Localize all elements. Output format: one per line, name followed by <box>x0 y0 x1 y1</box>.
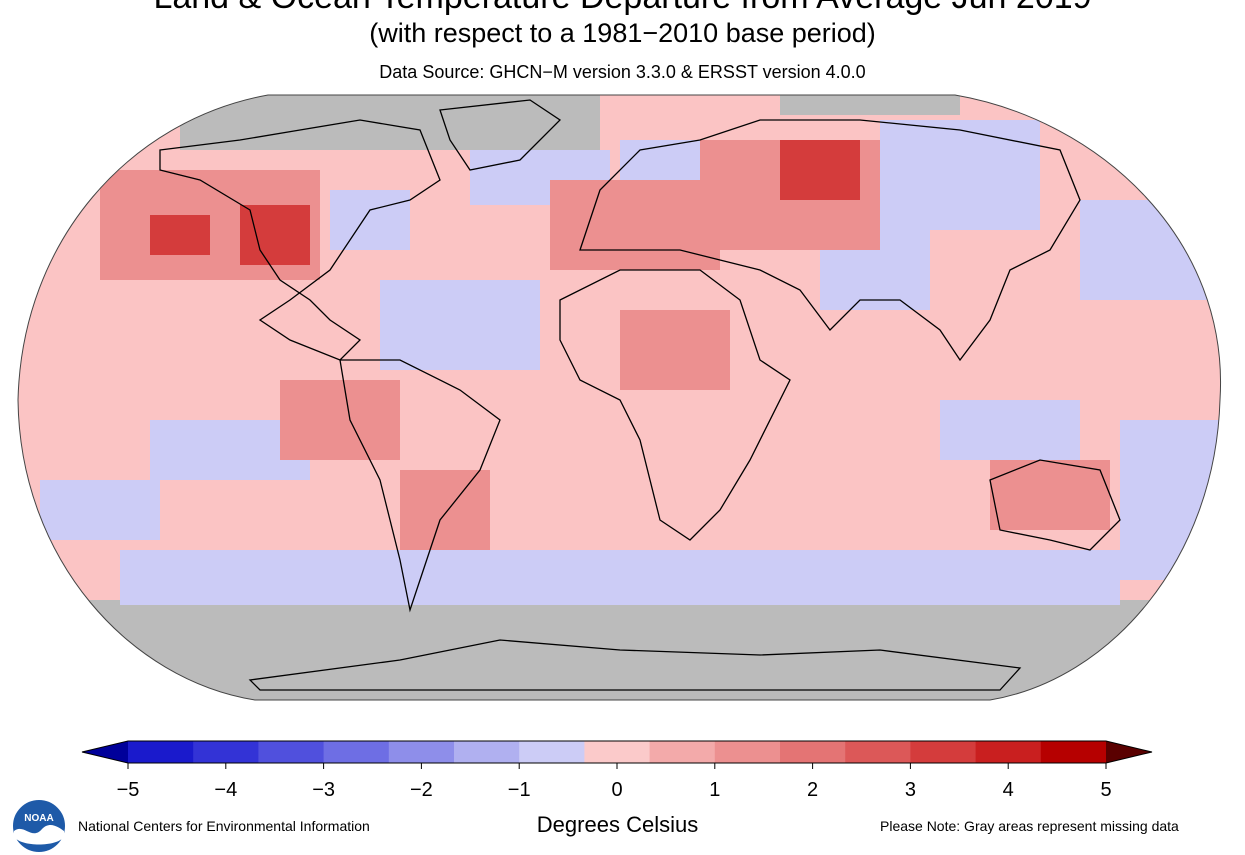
cool-band-southern-ocean <box>120 550 1120 605</box>
map-subtitle: (with respect to a 1981−2010 base period… <box>369 18 876 48</box>
legend-bin <box>975 741 1042 763</box>
legend-tick-label: 4 <box>1003 779 1014 801</box>
legend-tick-label: −5 <box>117 779 140 801</box>
world-map <box>17 94 1222 701</box>
missing-arctic-west <box>180 95 600 150</box>
hot-patch-gulf-of-alaska <box>150 215 210 255</box>
warm-patch-south-america <box>400 470 490 550</box>
australia-outline <box>989 459 1121 551</box>
legend-bin <box>584 741 651 763</box>
map-border <box>17 94 1222 701</box>
north-america-outline <box>159 119 441 361</box>
warm-patch-eastern-pacific <box>280 380 400 460</box>
footer-organization: National Centers for Environmental Infor… <box>78 818 370 834</box>
legend-bin <box>649 741 716 763</box>
anomaly-field <box>18 95 1221 700</box>
legend-ticks: −5 −4 −3 −2 −1 0 1 2 3 4 5 <box>117 763 1112 801</box>
antarctica-outline <box>248 639 1022 691</box>
cool-patch-tropical-atlantic <box>380 280 540 370</box>
noaa-logo-icon: NOAA <box>11 798 67 854</box>
legend-bin <box>845 741 911 763</box>
legend-color-bins <box>81 740 1153 764</box>
legend-bin <box>1040 741 1107 763</box>
warm-patch-europe <box>550 180 720 270</box>
legend-bin <box>388 741 455 763</box>
legend-tick-label: −3 <box>312 779 335 801</box>
cool-patch-eastern-canada <box>330 190 410 250</box>
warm-patch-sahel <box>620 310 730 390</box>
legend-tick-label: 1 <box>709 779 720 801</box>
legend-tick-label: −2 <box>410 779 433 801</box>
africa-outline <box>559 269 791 541</box>
cool-patch-indian-ocean-east <box>940 400 1080 460</box>
color-legend: −5 −4 −3 −2 −1 0 1 2 3 4 5 <box>81 740 1153 801</box>
hot-patch-siberia <box>780 140 860 200</box>
legend-overflow-arrow <box>1106 741 1152 763</box>
legend-bin <box>128 741 194 763</box>
legend-bin <box>714 741 781 763</box>
legend-tick-label: −4 <box>214 779 237 801</box>
cool-patch-far-south-pacific <box>40 480 160 540</box>
south-america-outline <box>339 359 501 613</box>
legend-tick-label: 0 <box>611 779 622 801</box>
legend-bin <box>910 741 977 763</box>
footer-missing-data-note: Please Note: Gray areas represent missin… <box>880 818 1179 834</box>
legend-bin <box>193 741 259 763</box>
map-title: Land & Ocean Temperature Departure from … <box>0 0 1245 17</box>
legend-bin <box>258 741 325 763</box>
data-source: Data Source: GHCN−M version 3.3.0 & ERSS… <box>379 62 866 82</box>
logo-text: NOAA <box>24 813 53 824</box>
missing-arctic-east <box>780 95 960 115</box>
eurasia-outline <box>579 119 1081 362</box>
legend-bin <box>454 741 520 763</box>
legend-bin <box>323 741 390 763</box>
cool-patch-east-siberia <box>880 120 1040 230</box>
legend-tick-label: −1 <box>508 779 531 801</box>
legend-tick-label: 3 <box>905 779 916 801</box>
legend-bin <box>519 741 585 763</box>
legend-tick-label: 2 <box>807 779 818 801</box>
greenland-outline <box>439 99 562 171</box>
legend-underflow-arrow <box>82 741 128 763</box>
legend-tick-label: 5 <box>1100 779 1111 801</box>
legend-bin <box>780 741 846 763</box>
